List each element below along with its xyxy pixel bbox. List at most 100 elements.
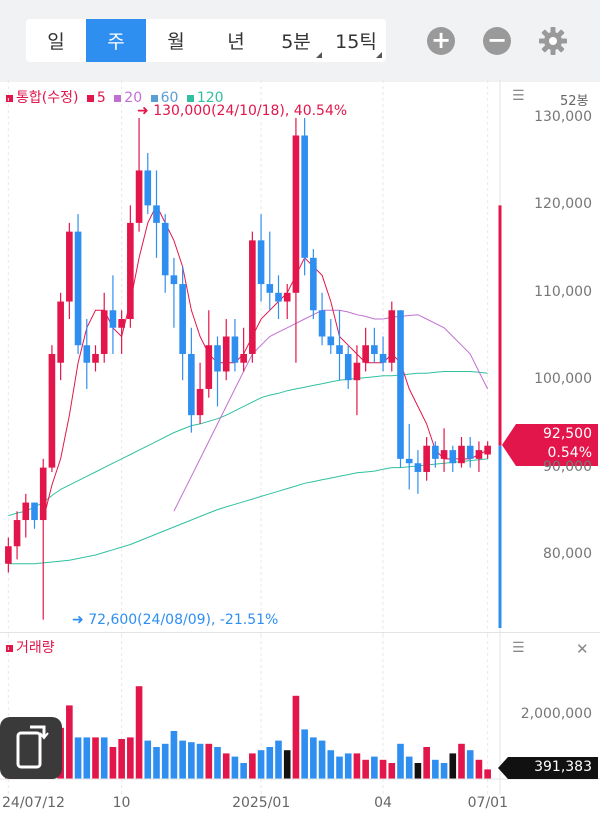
candle-body bbox=[362, 345, 369, 363]
close-icon[interactable]: ✕ bbox=[576, 640, 589, 658]
tab-5min[interactable]: 5분 bbox=[266, 19, 326, 62]
current-volume-tag bbox=[498, 757, 598, 779]
volume-bar bbox=[432, 759, 439, 779]
volume-bar bbox=[458, 743, 465, 779]
candle-body bbox=[39, 467, 47, 521]
candle-body bbox=[92, 353, 99, 363]
volume-bar bbox=[118, 739, 125, 779]
candle-body bbox=[231, 336, 239, 363]
volume-bar bbox=[371, 756, 378, 779]
candle-body bbox=[458, 445, 465, 464]
price-menu-icon[interactable]: ☰ bbox=[512, 88, 525, 104]
candle-body bbox=[327, 336, 335, 346]
candle-body bbox=[318, 310, 326, 337]
candle-body bbox=[100, 310, 108, 354]
volume-bar bbox=[135, 686, 143, 779]
x-tick-label: 24/07/12 bbox=[2, 795, 65, 811]
tab-year[interactable]: 년 bbox=[227, 31, 245, 53]
candle-body bbox=[179, 284, 186, 354]
current-volume: 391,383 bbox=[534, 759, 592, 775]
y-tick-label: 80,000 bbox=[543, 546, 592, 562]
candle-body bbox=[249, 240, 256, 354]
volume-bar bbox=[405, 756, 413, 779]
candle-body bbox=[423, 445, 430, 472]
low-annotation: ➜ 72,600(24/08/09), -21.51% bbox=[72, 612, 279, 628]
range-52-label: 52봉 bbox=[560, 94, 589, 109]
period-selector: 일 주 월 년 5분 15틱 bbox=[26, 19, 386, 62]
candle-body bbox=[135, 170, 143, 223]
volume-bar bbox=[353, 753, 361, 779]
legend-ma5: 5 bbox=[96, 90, 106, 106]
volume-bar bbox=[170, 731, 178, 779]
gear-icon[interactable] bbox=[537, 25, 569, 57]
volume-bar bbox=[249, 753, 256, 779]
candle-body bbox=[66, 231, 73, 302]
candle-body bbox=[109, 310, 117, 328]
tab-month[interactable]: 월 bbox=[167, 31, 185, 53]
rotate-phone-icon bbox=[16, 725, 49, 769]
volume-bar bbox=[92, 737, 99, 779]
x-tick-label: 07/01 bbox=[467, 795, 508, 811]
volume-bar bbox=[266, 747, 274, 779]
volume-bar bbox=[188, 742, 195, 779]
volume-bar bbox=[283, 750, 291, 779]
x-tick-label: 2025/01 bbox=[232, 795, 291, 811]
tab-15tick[interactable]: 15틱 bbox=[326, 19, 386, 62]
candle-body bbox=[188, 353, 195, 416]
candle-body bbox=[127, 222, 134, 320]
ma-line-mid bbox=[8, 458, 488, 565]
legend-ma120: 120 bbox=[196, 90, 224, 106]
candle-body bbox=[371, 345, 378, 354]
rotate-screen-button[interactable] bbox=[0, 717, 62, 779]
volume-bar bbox=[362, 759, 369, 779]
candle-body bbox=[301, 135, 308, 258]
ma20-line bbox=[173, 309, 489, 512]
volume-bar bbox=[231, 756, 239, 779]
volume-title: 거래량 bbox=[6, 637, 55, 657]
candle-body bbox=[449, 450, 457, 464]
candle-body bbox=[240, 353, 247, 363]
candle-body bbox=[31, 502, 38, 521]
volume-bar bbox=[449, 753, 457, 779]
volume-bar bbox=[161, 743, 169, 779]
candle-body bbox=[475, 450, 483, 459]
candle-body bbox=[161, 222, 169, 276]
zoom-in-icon[interactable]: + bbox=[427, 27, 455, 55]
candle-body bbox=[5, 546, 12, 564]
volume-bar bbox=[292, 695, 300, 779]
volume-menu-icon[interactable]: ☰ bbox=[512, 640, 525, 656]
legend-ma20: 20 bbox=[124, 90, 143, 106]
candle-body bbox=[74, 231, 82, 346]
candle-body bbox=[144, 170, 152, 206]
high-annotation: ➜ 130,000(24/10/18), 40.54% bbox=[137, 103, 348, 119]
volume-bar bbox=[301, 729, 308, 779]
volume-bar bbox=[423, 747, 430, 779]
tab-week[interactable]: 주 bbox=[86, 19, 146, 62]
current-price: 92,500 bbox=[543, 426, 592, 442]
candle-body bbox=[205, 345, 213, 389]
volume-bar bbox=[379, 759, 387, 779]
high-annotation-text: 130,000(24/10/18), 40.54% bbox=[153, 103, 348, 119]
candle-body bbox=[440, 450, 448, 459]
volume-bar bbox=[222, 753, 230, 779]
candle-body bbox=[283, 292, 291, 302]
candle-body bbox=[432, 445, 439, 459]
candle-body bbox=[397, 310, 404, 459]
volume-bar bbox=[109, 747, 117, 779]
volume-bar bbox=[66, 705, 73, 779]
candle-body bbox=[292, 135, 300, 293]
volume-bar bbox=[475, 759, 483, 779]
candle-body bbox=[414, 463, 422, 472]
zoom-out-icon[interactable]: − bbox=[483, 27, 511, 55]
volume-bar bbox=[100, 737, 108, 779]
candle-body bbox=[275, 292, 282, 302]
candle-body bbox=[353, 362, 361, 381]
legend-ma60: 60 bbox=[160, 90, 179, 106]
y-tick-label: 110,000 bbox=[534, 283, 592, 300]
candle-body bbox=[48, 353, 56, 468]
tab-day[interactable]: 일 bbox=[47, 31, 65, 53]
candle-body bbox=[57, 301, 64, 363]
candle-body bbox=[83, 345, 91, 363]
candle-body bbox=[13, 520, 21, 547]
volume-bar bbox=[83, 737, 91, 779]
